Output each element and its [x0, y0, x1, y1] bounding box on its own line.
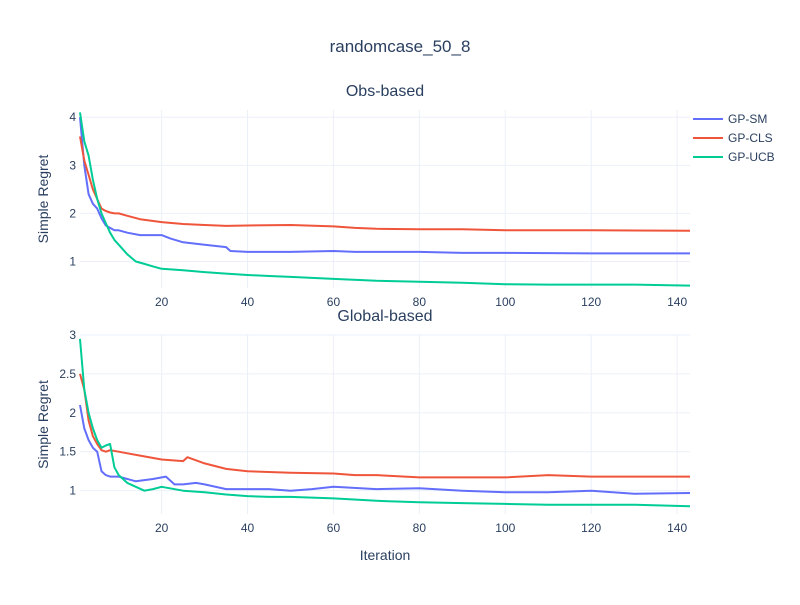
chart-title: randomcase_50_8 [330, 37, 471, 56]
legend-label: GP-UCB [728, 150, 775, 164]
series-line-gp-cls [79, 136, 691, 232]
legend-label: GP-SM [728, 112, 767, 126]
y-tick-label: 2 [69, 206, 76, 220]
x-axis-title: Iteration [360, 547, 411, 563]
x-tick-label: 60 [327, 521, 341, 535]
x-tick-label: 140 [667, 521, 687, 535]
subplot-1: Obs-based 20 40 60 80 100 120 140 1 2 3 4 Simple Reg… [35, 83, 691, 309]
series-line-gp-ucb [79, 112, 691, 287]
x-tick-label: 120 [581, 295, 601, 309]
series-line-gp-ucb [79, 338, 691, 508]
legend-item-gp-ucb[interactable]: GP-UCB [693, 150, 775, 164]
series-line-gp-cls [79, 373, 690, 479]
legend[interactable]: GP-SM GP-CLS GP-UCB [693, 112, 775, 164]
y-tick-label: 4 [69, 110, 76, 124]
subplot-2: Global-based 20 40 60 80 100 120 140 1 1.5 2 2.5 3 Si… [35, 308, 691, 563]
x-tick-label: 40 [241, 521, 255, 535]
subplot-title: Obs-based [346, 83, 424, 100]
x-tick-label: 100 [495, 295, 515, 309]
x-tick-label: 60 [327, 295, 341, 309]
x-tick-label: 80 [413, 521, 427, 535]
y-tick-label: 2.5 [59, 367, 76, 381]
series-line-gp-sm [79, 404, 691, 495]
y-axis-title: Simple Regret [35, 155, 51, 244]
y-tick-label: 1.5 [59, 445, 76, 459]
x-tick-label: 20 [155, 295, 169, 309]
y-tick-label: 3 [69, 158, 76, 172]
y-tick-label: 1 [69, 255, 76, 269]
x-tick-label: 40 [241, 295, 255, 309]
series-line-gp-sm [79, 117, 690, 255]
x-tick-label: 140 [667, 295, 687, 309]
legend-item-gp-cls[interactable]: GP-CLS [693, 131, 773, 145]
legend-item-gp-sm[interactable]: GP-SM [693, 112, 767, 126]
x-tick-label: 80 [413, 295, 427, 309]
subplot-title: Global-based [337, 308, 432, 325]
x-tick-label: 100 [495, 521, 515, 535]
y-tick-label: 1 [69, 484, 76, 498]
y-axis-title: Simple Regret [35, 380, 51, 469]
y-tick-label: 2 [69, 406, 76, 420]
legend-label: GP-CLS [728, 131, 773, 145]
x-tick-label: 20 [155, 521, 169, 535]
y-tick-label: 3 [69, 328, 76, 342]
x-tick-label: 120 [581, 521, 601, 535]
